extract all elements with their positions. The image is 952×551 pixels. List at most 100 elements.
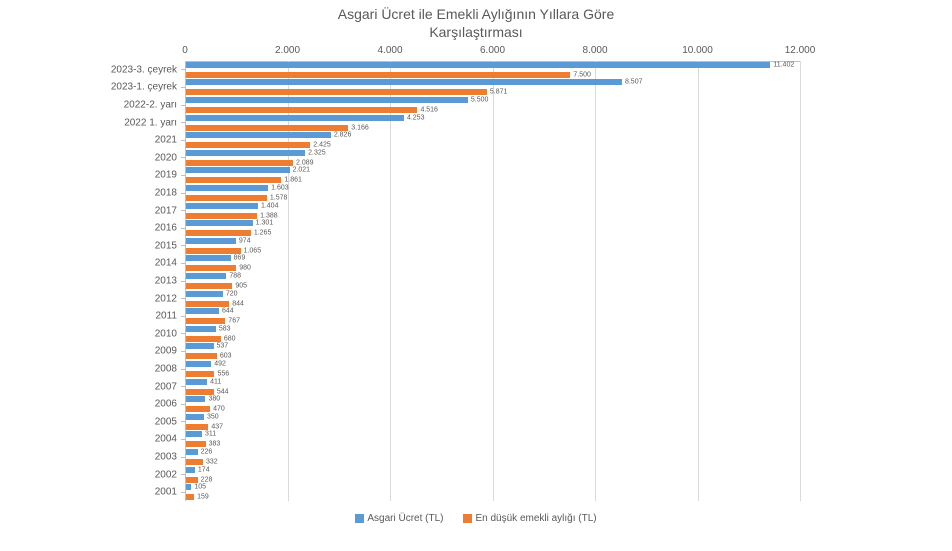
bar-asgari	[186, 115, 404, 121]
bar-value-label: 720	[226, 290, 238, 297]
bar-emekli	[186, 389, 214, 395]
bar-value-label: 437	[211, 423, 223, 430]
bar-asgari	[186, 467, 195, 473]
y-tick-mark	[181, 175, 185, 176]
y-tick-mark	[181, 122, 185, 123]
gridline	[390, 61, 391, 501]
bar-asgari	[186, 203, 258, 209]
x-tick-label: 8.000	[582, 45, 607, 56]
y-tick-label: 2018	[57, 188, 177, 199]
bar-emekli	[186, 441, 206, 447]
bar-emekli	[186, 248, 241, 254]
bar-asgari	[186, 414, 204, 420]
y-tick-label: 2003	[57, 452, 177, 463]
bar-asgari	[186, 185, 268, 191]
bar-emekli	[186, 371, 214, 377]
bar-value-label: 2.826	[334, 132, 352, 139]
y-tick-mark	[181, 140, 185, 141]
bar-value-label: 1.603	[271, 185, 289, 192]
y-tick-mark	[181, 457, 185, 458]
bar-value-label: 5.871	[490, 89, 508, 96]
bar-value-label: 492	[214, 361, 226, 368]
y-tick-label: 2007	[57, 381, 177, 392]
bar-value-label: 411	[210, 378, 221, 385]
y-tick-mark	[181, 105, 185, 106]
bar-asgari	[186, 238, 236, 244]
bar-asgari	[186, 431, 202, 437]
bar-value-label: 226	[201, 449, 213, 456]
bar-value-label: 1.861	[284, 177, 302, 184]
bar-asgari	[186, 79, 622, 85]
y-tick-mark	[181, 333, 185, 334]
bar-asgari	[186, 449, 198, 455]
gridline	[800, 61, 801, 501]
y-tick-mark	[181, 298, 185, 299]
x-tick-label: 2.000	[275, 45, 300, 56]
bar-asgari	[186, 396, 205, 402]
bar-asgari	[186, 255, 231, 261]
bar-emekli	[186, 230, 251, 236]
bar-value-label: 2.425	[313, 142, 331, 149]
y-tick-mark	[181, 351, 185, 352]
legend-swatch	[463, 514, 472, 523]
bar-emekli	[186, 265, 236, 271]
y-tick-mark	[181, 316, 185, 317]
bar-asgari	[186, 484, 191, 490]
bar-emekli	[186, 195, 267, 201]
bar-value-label: 1.388	[260, 212, 278, 219]
bar-value-label: 905	[235, 283, 247, 290]
bar-emekli	[186, 424, 208, 430]
y-tick-mark	[181, 157, 185, 158]
bar-asgari	[186, 62, 770, 68]
y-tick-mark	[181, 263, 185, 264]
y-tick-label: 2015	[57, 240, 177, 251]
y-tick-mark	[181, 386, 185, 387]
y-tick-mark	[181, 281, 185, 282]
bar-value-label: 2.021	[293, 167, 311, 174]
x-tick-label: 12.000	[785, 45, 816, 56]
y-tick-label: 2012	[57, 293, 177, 304]
y-tick-label: 2004	[57, 434, 177, 445]
plot-area: 02.0004.0006.0008.00010.00012.0002023-3.…	[185, 61, 800, 501]
chart-title-line1: Asgari Ücret ile Emekli Aylığının Yıllar…	[0, 6, 952, 24]
bar-emekli	[186, 459, 203, 465]
y-tick-label: 2011	[57, 311, 177, 322]
bar-asgari	[186, 97, 468, 103]
bar-value-label: 7.500	[573, 71, 591, 78]
y-tick-mark	[181, 69, 185, 70]
y-tick-label: 2022 1. yarı	[57, 117, 177, 128]
bar-value-label: 583	[219, 325, 231, 332]
bar-value-label: 5.500	[471, 97, 489, 104]
bar-value-label: 4.516	[420, 107, 438, 114]
x-tick-label: 10.000	[682, 45, 713, 56]
bar-value-label: 1.578	[270, 195, 288, 202]
y-tick-label: 2005	[57, 416, 177, 427]
y-tick-mark	[181, 492, 185, 493]
bar-emekli	[186, 477, 198, 483]
bar-emekli	[186, 125, 348, 131]
bar-asgari	[186, 326, 216, 332]
y-tick-mark	[181, 245, 185, 246]
chart-title: Asgari Ücret ile Emekli Aylığının Yıllar…	[0, 6, 952, 41]
y-tick-label: 2016	[57, 223, 177, 234]
bar-value-label: 1.265	[254, 230, 272, 237]
bar-value-label: 767	[228, 318, 240, 325]
y-tick-mark	[181, 404, 185, 405]
bar-emekli	[186, 336, 221, 342]
bar-value-label: 8.507	[625, 79, 643, 86]
bar-value-label: 383	[209, 441, 221, 448]
y-tick-mark	[181, 369, 185, 370]
bar-asgari	[186, 361, 211, 367]
bar-value-label: 537	[217, 343, 229, 350]
x-tick-label: 0	[182, 45, 188, 56]
bar-value-label: 869	[234, 255, 246, 262]
y-tick-label: 2010	[57, 328, 177, 339]
bar-value-label: 544	[217, 388, 229, 395]
bar-emekli	[186, 72, 570, 78]
y-tick-label: 2001	[57, 487, 177, 498]
bar-asgari	[186, 273, 226, 279]
bar-asgari	[186, 150, 305, 156]
legend-swatch	[355, 514, 364, 523]
bar-value-label: 105	[194, 484, 206, 491]
bar-asgari	[186, 167, 290, 173]
